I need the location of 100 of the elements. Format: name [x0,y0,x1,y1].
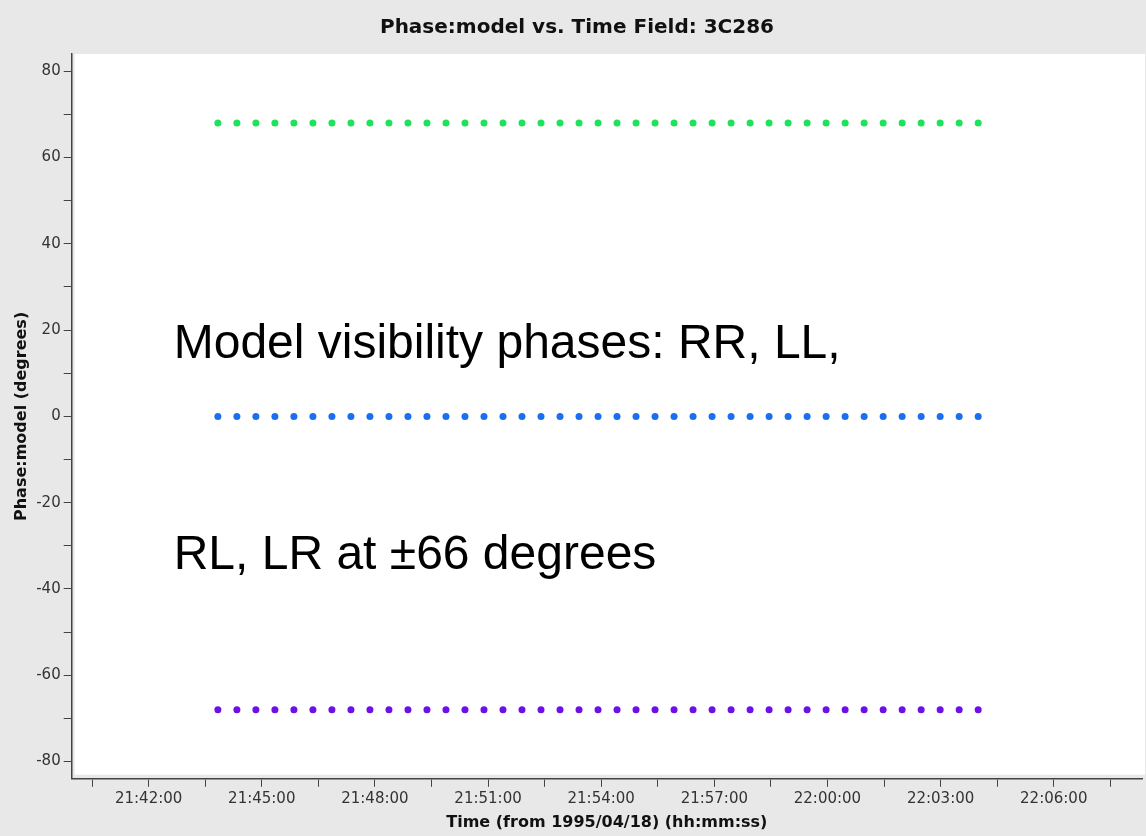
point [879,412,887,420]
point [822,119,830,127]
point [575,412,583,420]
point [480,412,488,420]
point [860,119,868,127]
point [898,412,906,420]
point [290,119,298,127]
point [860,706,868,714]
point [423,119,431,127]
point [480,706,488,714]
point [328,412,336,420]
point [233,119,241,127]
point [461,119,469,127]
point [708,119,716,127]
y-tick-label: -80 [36,751,61,770]
y-tick-label: 60 [41,147,61,166]
point [727,706,735,714]
point [689,412,697,420]
point [499,412,507,420]
point [423,706,431,714]
point [499,119,507,127]
y-tick-label: 40 [41,233,61,252]
point [594,119,602,127]
point [936,119,944,127]
y-tick-label: 80 [41,61,61,80]
point [879,119,887,127]
point [936,412,944,420]
point [518,706,526,714]
y-axis-title: Phase:model (degrees) [10,311,30,522]
point [575,119,583,127]
point [727,119,735,127]
y-tick-label: -60 [36,665,61,684]
point [328,119,336,127]
point [309,119,317,127]
chart-title: Phase:model vs. Time Field: 3C286 [379,14,775,39]
point [936,706,944,714]
point [309,412,317,420]
point [404,706,412,714]
x-tick-label: 21:51:00 [454,788,522,807]
point [822,706,830,714]
point [708,412,716,420]
point [309,706,317,714]
point [290,706,298,714]
point [271,706,279,714]
point [917,412,925,420]
point [879,706,887,714]
point [404,119,412,127]
point [632,706,640,714]
point [632,412,640,420]
point [784,706,792,714]
point [746,119,754,127]
point [214,706,222,714]
point [974,706,982,714]
point [404,412,412,420]
point [233,412,241,420]
point [708,706,716,714]
y-tick-label: 0 [51,406,61,425]
point [233,706,241,714]
x-axis-title: Time (from 1995/04/18) (hh:mm:ss) [446,811,768,831]
point [917,119,925,127]
point [765,119,773,127]
point [670,706,678,714]
x-tick-label: 22:00:00 [793,788,862,807]
point [442,119,450,127]
point [385,412,393,420]
point [556,412,564,420]
point [594,412,602,420]
point [784,412,792,420]
point [214,119,222,127]
point [841,412,849,420]
point [670,119,678,127]
y-tick-label: 20 [41,320,61,338]
point [385,706,393,714]
point [347,706,355,714]
annotation: RL, LR at ±66 degrees [173,525,657,579]
x-tick-label: 21:45:00 [228,788,296,807]
point [347,119,355,127]
point [841,706,849,714]
point [613,119,621,127]
point [860,412,868,420]
x-tick-label: 22:03:00 [906,788,975,807]
point [841,119,849,127]
x-tick-label: 22:06:00 [1020,788,1088,807]
point [556,706,564,714]
point [499,706,507,714]
point [651,119,659,127]
point [594,706,602,714]
point [252,706,260,714]
point [765,706,773,714]
point [385,119,393,127]
point [252,412,260,420]
point [803,706,811,714]
point [613,706,621,714]
point [518,119,526,127]
point [575,706,583,714]
point [537,119,545,127]
point [746,412,754,420]
point [252,119,260,127]
point [214,412,222,420]
x-tick-label: 21:42:00 [114,788,183,807]
